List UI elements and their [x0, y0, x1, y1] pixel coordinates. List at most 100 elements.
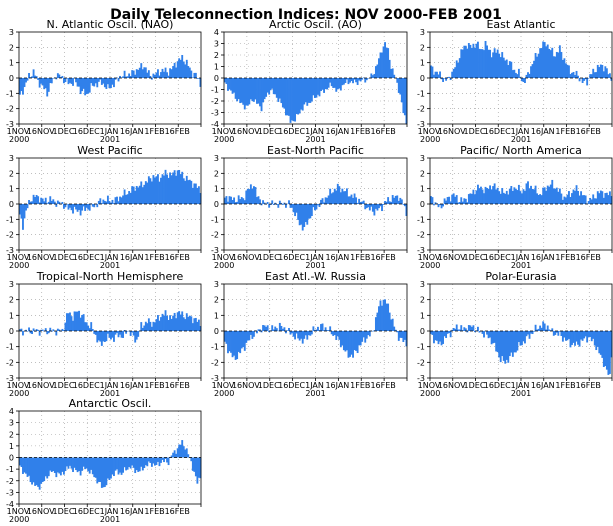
data-bar [442, 204, 444, 207]
data-bar [75, 457, 77, 471]
data-bar [608, 331, 611, 374]
data-bar [164, 169, 167, 204]
data-bar [560, 331, 563, 337]
data-bar [106, 331, 109, 334]
data-bar [495, 52, 498, 78]
y-tick-label: -4 [6, 500, 14, 509]
data-bar [173, 62, 176, 78]
data-bar [400, 78, 403, 103]
data-bar [341, 78, 344, 86]
data-bar [103, 200, 106, 204]
data-bar [454, 67, 457, 78]
data-bar [28, 457, 30, 476]
data-bar [78, 310, 81, 331]
x-tick-label: 16DEC [73, 253, 100, 262]
data-bar [199, 457, 202, 479]
data-bar [150, 78, 153, 80]
data-bar [243, 78, 246, 110]
data-bar [248, 331, 251, 341]
data-bar [173, 170, 176, 204]
data-bar [330, 193, 333, 204]
x-tick-label: 16DEC [73, 507, 100, 516]
data-bar [352, 197, 354, 204]
y-tick-label: 1 [420, 59, 425, 68]
data-bar [507, 194, 510, 204]
data-bar [504, 193, 507, 204]
data-bar [285, 78, 287, 116]
data-bar [402, 204, 405, 205]
data-bar [22, 331, 24, 336]
data-bar [70, 457, 73, 469]
data-bar [47, 201, 50, 204]
data-bar [84, 457, 87, 470]
data-bar [516, 190, 519, 204]
data-bar [564, 63, 567, 78]
data-bar [310, 331, 313, 335]
data-bar [31, 201, 33, 204]
x-tick-label: 1DEC [464, 127, 486, 136]
panel-title: West Pacific [77, 144, 143, 157]
x-tick-label: 16NOV [232, 381, 260, 390]
data-bar [338, 186, 341, 204]
data-bar [243, 331, 246, 351]
data-bar [321, 323, 324, 331]
y-tick-label: 3 [214, 40, 219, 49]
data-bar [269, 204, 272, 205]
data-bar [546, 44, 549, 78]
data-bar [26, 331, 29, 332]
data-bar [167, 177, 170, 204]
data-bar [346, 331, 348, 351]
data-bar [94, 78, 97, 84]
data-bar [574, 190, 576, 204]
data-bar [76, 457, 79, 473]
data-bar [143, 184, 146, 204]
data-bar [566, 194, 569, 204]
data-bar [116, 196, 118, 204]
data-bar [524, 190, 526, 204]
data-bar [248, 189, 251, 204]
data-bar [126, 457, 129, 470]
data-bar [467, 43, 470, 78]
data-bar [309, 78, 312, 103]
data-bar [382, 204, 385, 205]
data-bar [583, 78, 586, 81]
data-bar [470, 47, 473, 78]
data-bar [100, 78, 103, 85]
data-bar [552, 56, 555, 78]
data-bar [291, 331, 293, 334]
data-bar [463, 198, 466, 204]
data-bar [157, 315, 159, 331]
data-bar [361, 331, 364, 342]
data-bar [233, 78, 236, 93]
data-bar [87, 204, 90, 210]
data-bar [361, 78, 364, 80]
data-bar [592, 331, 595, 339]
data-bar [175, 175, 178, 204]
data-bar [194, 183, 197, 204]
data-bar [350, 78, 353, 81]
data-bar [545, 46, 548, 78]
data-bar [324, 78, 327, 90]
data-bar [464, 198, 467, 204]
data-bar [327, 195, 330, 204]
panel-title: Arctic Oscil. (AO) [269, 18, 362, 31]
data-bar [90, 322, 93, 331]
data-bar [608, 191, 611, 204]
data-bar [448, 76, 451, 78]
data-bar [310, 204, 313, 216]
data-bar [487, 49, 490, 78]
data-bar [224, 197, 226, 204]
data-bar [288, 200, 290, 204]
data-bar [539, 325, 542, 331]
data-bar [197, 457, 200, 478]
data-bar [49, 196, 52, 204]
data-bar [99, 457, 102, 483]
data-bar [262, 200, 264, 204]
data-bar [67, 204, 70, 210]
data-bar [191, 457, 194, 471]
data-bar [240, 78, 243, 103]
data-bar [32, 328, 35, 331]
data-bar [46, 457, 49, 479]
data-bar [475, 190, 478, 204]
data-bar [120, 197, 123, 204]
